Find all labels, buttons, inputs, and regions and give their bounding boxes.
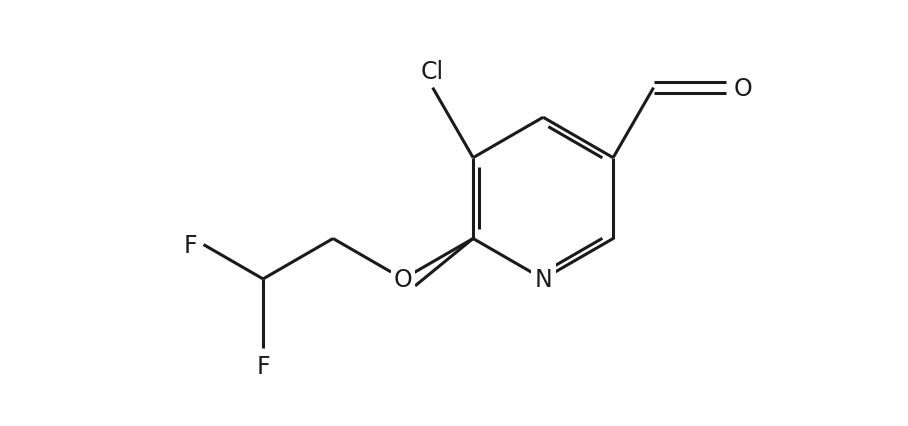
- Text: N: N: [534, 267, 552, 291]
- Text: F: F: [183, 233, 197, 257]
- Text: Cl: Cl: [421, 60, 444, 84]
- Text: O: O: [394, 267, 412, 291]
- Text: O: O: [734, 76, 753, 101]
- Text: F: F: [256, 354, 270, 378]
